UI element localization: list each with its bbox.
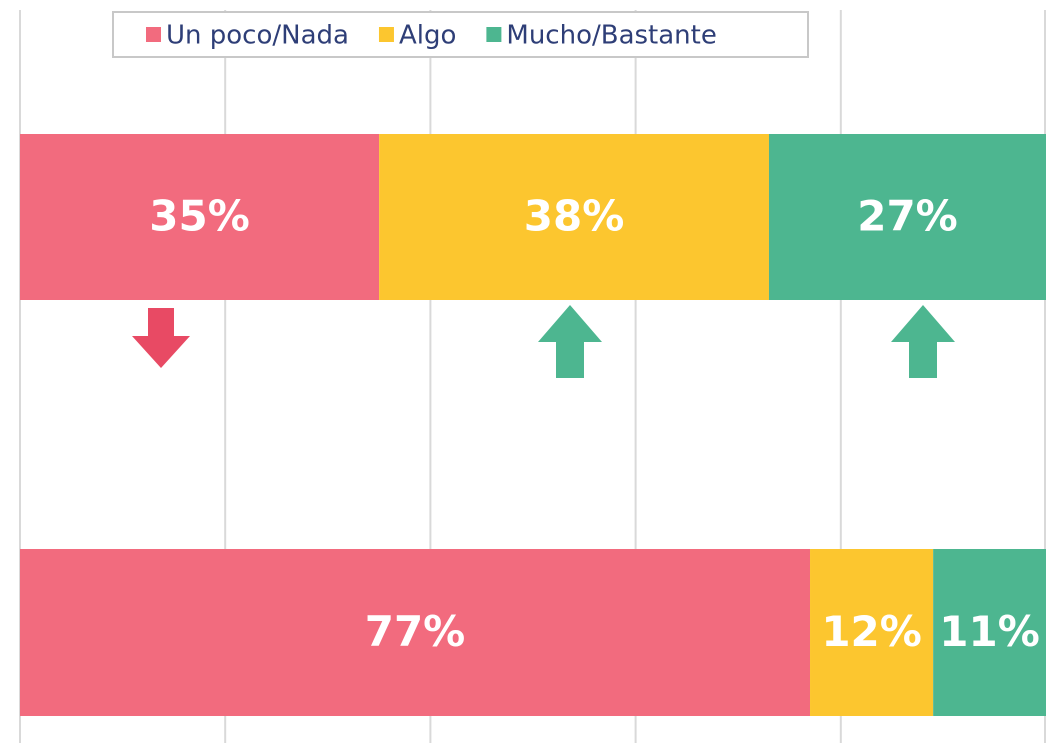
bar-segment [20,134,380,300]
arrow-down [132,308,190,368]
legend-label: Mucho/Bastante [506,21,716,51]
bar-segment [379,134,769,300]
legend-box [112,11,809,58]
legend-label: Un poco/Nada [166,21,349,51]
value-label: 35% [149,192,250,241]
bar-segment [810,549,934,716]
legend-swatch [146,27,161,42]
legend-label: Algo [399,21,456,51]
value-label: 38% [524,192,625,241]
bar-segment [768,134,1046,300]
value-label: 27% [857,192,958,241]
arrow-up [891,305,955,378]
change-arrows [132,305,955,378]
bars: 35% 38% 27% 77% 12% 11% [20,134,1046,716]
legend-swatch [486,27,502,42]
bar-segment [933,549,1046,716]
value-label: 11% [939,607,1040,656]
arrow-up [538,305,602,378]
bar-segment [20,549,811,716]
value-label: 77% [365,607,466,656]
legend: Un poco/Nada Algo Mucho/Bastante [146,21,717,51]
value-label: 12% [821,607,922,656]
legend-swatch [378,27,394,42]
